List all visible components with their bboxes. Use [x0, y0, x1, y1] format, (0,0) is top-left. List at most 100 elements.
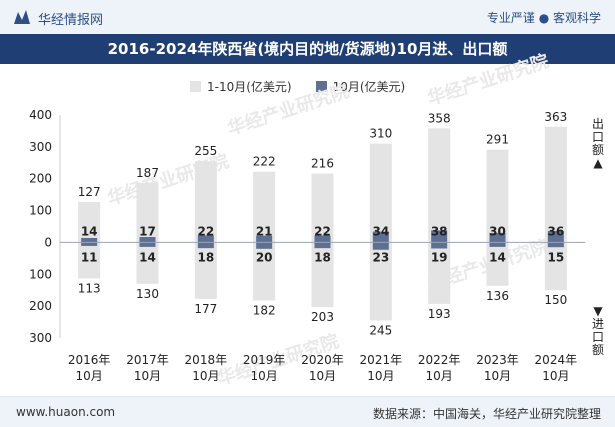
bar-cumulative-import: [78, 242, 101, 279]
data-label-cumulative-export: 255: [194, 144, 217, 158]
data-label-monthly-export: 34: [372, 224, 389, 238]
data-label-cumulative-import: 203: [311, 310, 334, 324]
x-tick-label: 2024年: [535, 353, 578, 367]
data-label-cumulative-import: 182: [253, 303, 276, 317]
data-label-cumulative-export: 358: [428, 111, 451, 125]
legend-swatch-cumulative: [190, 80, 201, 92]
x-tick-label: 2023年: [476, 353, 519, 367]
data-label-cumulative-export: 127: [78, 185, 101, 199]
bar-cumulative-export: [253, 171, 276, 243]
bar-cumulative-export: [544, 126, 567, 243]
x-tick-label: 2017年: [126, 353, 169, 367]
x-tick-label: 2020年: [301, 353, 344, 367]
side-label-import-char: 进: [591, 317, 604, 331]
data-label-cumulative-export: 363: [544, 110, 567, 124]
side-label-export: 出 口 额 ▲: [591, 118, 605, 170]
bar-cumulative-export: [486, 149, 509, 243]
footer: www.huaon.com 数据来源：中国海关，华经产业研究院整理: [0, 396, 615, 427]
bar-cumulative-import: [136, 242, 159, 284]
x-tick-label: 10月: [542, 369, 569, 383]
x-tick-label: 10月: [309, 369, 336, 383]
bar-monthly-import: [547, 242, 564, 248]
y-tick-label: 100: [29, 267, 52, 281]
x-tick-label: 10月: [426, 369, 453, 383]
data-label-monthly-import: 20: [256, 250, 273, 264]
legend-label-monthly: 10月(亿美元): [332, 79, 406, 94]
x-tick-label: 2021年: [360, 353, 403, 367]
bar-monthly-import: [81, 242, 98, 246]
data-label-cumulative-export: 291: [486, 133, 509, 147]
data-label-monthly-import: 23: [372, 250, 389, 264]
data-label-cumulative-import: 150: [544, 293, 567, 307]
y-tick-label: 0: [44, 235, 52, 249]
y-tick-label: 200: [29, 172, 52, 186]
data-label-monthly-import: 11: [81, 250, 98, 264]
legend-swatch-monthly: [315, 80, 327, 92]
side-label-import-char: 口: [591, 330, 604, 344]
side-label-export-char: ▲: [593, 156, 603, 170]
side-label-import-char: ▼: [593, 304, 603, 318]
bar-cumulative-export: [194, 161, 217, 243]
x-tick-label: 2018年: [185, 353, 228, 367]
bar-monthly-export: [314, 235, 331, 243]
bar-monthly-export: [489, 232, 506, 243]
watermark-text: 华经产业研究院: [425, 50, 552, 110]
bar-monthly-import: [431, 242, 448, 249]
data-label-monthly-import: 14: [489, 250, 506, 264]
side-label-import: ▼ 进 口 额: [591, 305, 605, 357]
data-label-monthly-export: 22: [314, 224, 331, 238]
bar-monthly-import: [139, 242, 156, 247]
x-tick-label: 10月: [192, 369, 219, 383]
x-tick-label: 2016年: [68, 353, 111, 367]
x-tick-label: 10月: [251, 369, 278, 383]
side-label-export-char: 额: [591, 143, 604, 157]
bar-cumulative-import: [253, 242, 276, 301]
brand-name: 华经情报网: [38, 13, 104, 28]
data-label-monthly-export: 30: [489, 224, 506, 238]
slogan: 专业严谨 ● 客观科学: [486, 11, 601, 25]
y-tick-label: 300: [29, 331, 52, 345]
x-tick-label: 2022年: [418, 353, 461, 367]
bar-monthly-import: [256, 242, 273, 249]
bar-monthly-export: [197, 235, 214, 243]
bar-monthly-import: [489, 242, 506, 247]
x-tick-label: 2019年: [243, 353, 286, 367]
bar-cumulative-import: [194, 242, 217, 299]
data-label-cumulative-export: 222: [253, 155, 276, 169]
data-label-cumulative-import: 177: [194, 302, 217, 316]
data-label-cumulative-import: 136: [486, 289, 509, 303]
data-label-cumulative-import: 245: [369, 323, 392, 337]
bar-monthly-export: [81, 237, 98, 243]
legend-label-cumulative: 1-10月(亿美元): [207, 79, 292, 94]
bar-cumulative-import: [428, 242, 451, 304]
side-label-export-char: 口: [591, 130, 604, 144]
x-tick-label: 10月: [76, 369, 103, 383]
data-label-cumulative-export: 216: [311, 157, 334, 171]
bar-monthly-export: [431, 230, 448, 243]
bar-monthly-import: [197, 242, 214, 249]
logo-icon: [14, 10, 30, 24]
bar-cumulative-export: [78, 201, 101, 243]
footer-site: www.huaon.com: [16, 405, 116, 419]
bar-monthly-export: [256, 235, 273, 243]
bar-cumulative-export: [311, 173, 334, 243]
data-label-monthly-import: 15: [547, 250, 564, 264]
data-label-monthly-import: 18: [314, 250, 331, 264]
data-label-cumulative-export: 310: [369, 127, 392, 141]
side-label-export-char: 出: [591, 117, 604, 131]
bar-monthly-export: [547, 230, 564, 243]
chart-title: 2016-2024年陕西省(境内目的地/货源地)10月进、出口额: [0, 34, 615, 64]
data-label-monthly-import: 18: [197, 250, 214, 264]
x-tick-label: 10月: [484, 369, 511, 383]
data-label-monthly-export: 14: [81, 224, 98, 238]
top-bar: 华经情报网 专业严谨 ● 客观科学: [0, 0, 615, 34]
watermark-text: 华经产业研究院: [225, 80, 352, 140]
bar-monthly-export: [372, 231, 389, 243]
bar-cumulative-import: [311, 242, 334, 308]
data-label-monthly-export: 38: [431, 224, 448, 238]
y-tick-label: 200: [29, 299, 52, 313]
bar-cumulative-export: [428, 128, 451, 243]
bar-monthly-export: [139, 237, 156, 243]
y-tick-label: 100: [29, 204, 52, 218]
